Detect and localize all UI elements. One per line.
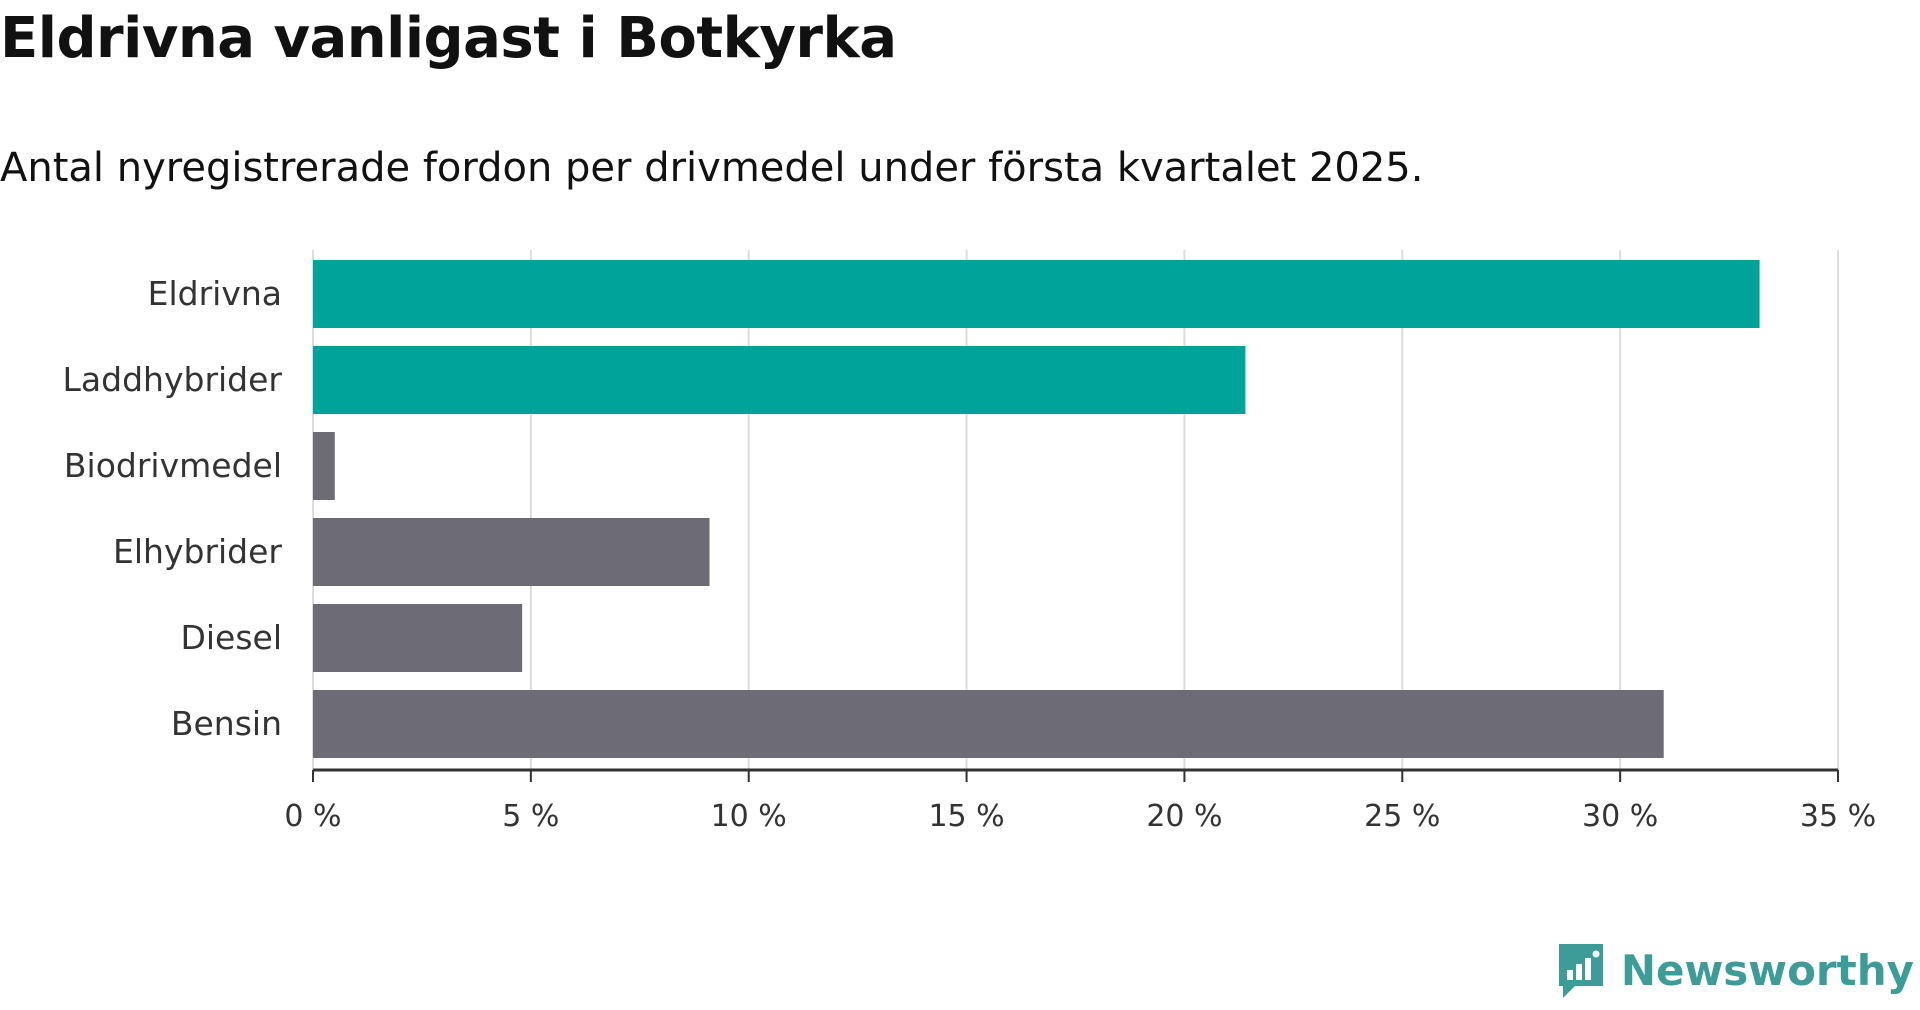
bar-laddhybrider <box>313 346 1246 414</box>
x-tick-label: 15 % <box>928 799 1004 834</box>
brand-logo: Newsworthy <box>1555 930 1914 1010</box>
x-tick-label: 5 % <box>502 799 559 834</box>
category-label: Elhybrider <box>113 532 282 571</box>
x-tick-label: 10 % <box>711 799 787 834</box>
bar-eldrivna <box>313 260 1760 328</box>
bars <box>313 260 1760 758</box>
chart-subtitle: Antal nyregistrerade fordon per drivmede… <box>0 145 1424 191</box>
bar-elhybrider <box>313 518 710 586</box>
x-tick-label: 35 % <box>1800 799 1876 834</box>
bar-biodrivmedel <box>313 432 335 500</box>
category-label: Laddhybrider <box>63 360 283 399</box>
gridlines <box>312 250 1839 770</box>
x-tick-label: 20 % <box>1146 799 1222 834</box>
category-label: Eldrivna <box>148 274 282 313</box>
category-label: Diesel <box>180 618 282 657</box>
bar-chart: Eldrivna Laddhybrider Biodrivmedel Elhybrid… <box>63 250 1876 834</box>
x-axis: 0 % 5 % 10 % 15 % 20 % 25 % 30 % 35 % <box>284 768 1876 834</box>
bar-diesel <box>313 604 523 672</box>
x-tick-label: 0 % <box>284 799 341 834</box>
category-label: Biodrivmedel <box>64 446 282 485</box>
category-labels: Eldrivna Laddhybrider Biodrivmedel Elhybrid… <box>63 274 283 743</box>
brand-name: Newsworthy <box>1620 945 1914 995</box>
category-label: Bensin <box>171 704 282 743</box>
chart-title: Eldrivna vanligast i Botkyrka <box>0 6 897 71</box>
x-tick-label: 30 % <box>1582 799 1658 834</box>
x-tick-label: 25 % <box>1364 799 1440 834</box>
newsworthy-logo-icon <box>1558 944 1603 998</box>
bar-bensin <box>313 690 1664 758</box>
